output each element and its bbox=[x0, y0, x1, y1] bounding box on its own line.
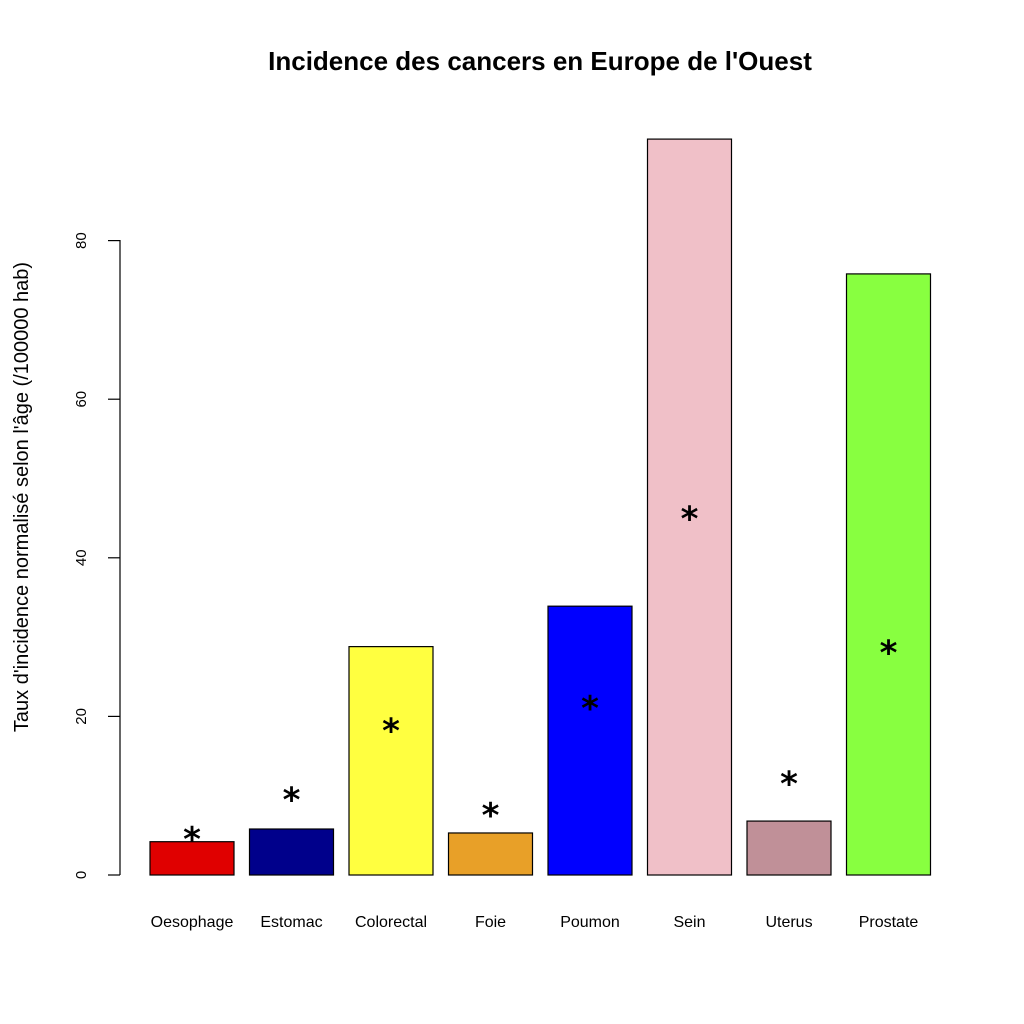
marker-sein: * bbox=[681, 500, 699, 540]
category-label-uterus: Uterus bbox=[765, 914, 812, 931]
bar-prostate bbox=[845, 273, 932, 876]
marker-estomac: * bbox=[283, 780, 301, 820]
bar-foie bbox=[447, 832, 534, 876]
bar-sein bbox=[646, 138, 733, 876]
bar-uterus bbox=[746, 820, 832, 876]
marker-colorectal: * bbox=[382, 711, 400, 751]
bar-estomac bbox=[248, 828, 335, 876]
y-axis-ticks: 0 20 40 60 80 bbox=[73, 232, 120, 879]
bar-oesophage bbox=[149, 841, 235, 876]
markers: * * * * * * * * bbox=[183, 500, 898, 860]
marker-poumon: * bbox=[581, 689, 599, 729]
y-axis-label: Taux d'incidence normalisé selon l'âge (… bbox=[11, 262, 33, 732]
category-label-foie: Foie bbox=[475, 914, 506, 931]
y-tick-label: 60 bbox=[73, 391, 90, 408]
y-tick-label: 40 bbox=[73, 549, 90, 566]
category-label-poumon: Poumon bbox=[560, 914, 620, 931]
category-label-prostate: Prostate bbox=[859, 914, 919, 931]
y-tick-label: 0 bbox=[73, 871, 90, 879]
chart-title: Incidence des cancers en Europe de l'Oue… bbox=[268, 46, 812, 76]
marker-uterus: * bbox=[780, 764, 798, 804]
bar-colorectal bbox=[348, 646, 434, 876]
category-labels: Oesophage Estomac Colorectal Foie Poumon Sein… bbox=[151, 914, 919, 931]
marker-prostate: * bbox=[880, 634, 898, 674]
category-label-sein: Sein bbox=[673, 914, 705, 931]
y-tick-label: 80 bbox=[73, 232, 90, 249]
category-label-oesophage: Oesophage bbox=[151, 914, 234, 931]
marker-foie: * bbox=[482, 796, 500, 836]
bar-poumon bbox=[547, 605, 633, 876]
category-label-colorectal: Colorectal bbox=[355, 914, 427, 931]
bars bbox=[149, 138, 932, 876]
marker-oesophage: * bbox=[183, 820, 201, 860]
y-tick-label: 20 bbox=[73, 708, 90, 725]
category-label-estomac: Estomac bbox=[260, 914, 322, 931]
